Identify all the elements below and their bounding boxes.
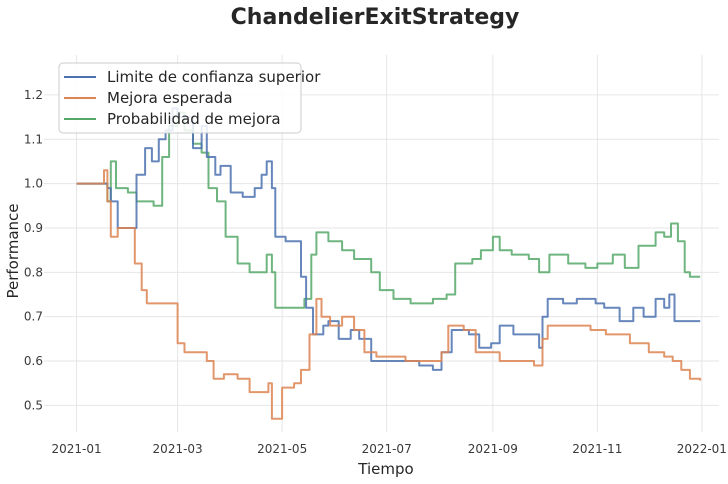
chart-title: ChandelierExitStrategy	[231, 5, 520, 30]
legend: Limite de confianza superior Mejora esper…	[58, 62, 321, 134]
grid	[44, 55, 719, 432]
x-tick-label: 2021-03	[153, 442, 203, 456]
x-tick-label: 2021-11	[572, 442, 622, 456]
x-tick-label: 2021-07	[362, 442, 412, 456]
x-tick-label: 2022-01	[677, 442, 727, 456]
x-tick-label: 2021-01	[51, 442, 101, 456]
x-tick-labels: 2021-01 2021-03 2021-05 2021-07 2021-09 2021-…	[51, 442, 726, 456]
x-tick-label: 2021-05	[257, 442, 307, 456]
series-lines	[76, 107, 702, 420]
y-tick-label: 1.2	[24, 88, 43, 102]
series-line-2	[76, 169, 702, 420]
legend-entry: Probabilidad de mejora	[107, 110, 281, 128]
series-line-3	[76, 111, 701, 309]
y-axis-label: Performance	[4, 203, 22, 298]
legend-box	[58, 62, 302, 134]
legend-entry: Mejora esperada	[107, 89, 233, 107]
y-tick-label: 0.6	[24, 354, 43, 368]
y-tick-label: 1.1	[24, 132, 43, 146]
x-tick-label: 2021-09	[468, 442, 518, 456]
y-tick-label: 0.9	[24, 221, 43, 235]
y-tick-label: 0.8	[24, 265, 43, 279]
y-tick-label: 1.0	[24, 177, 43, 191]
y-tick-labels: 0.5 0.6 0.7 0.8 0.9 1.0 1.1 1.2	[24, 88, 43, 412]
y-tick-label: 0.5	[24, 398, 43, 412]
y-tick-label: 0.7	[24, 310, 43, 324]
x-axis-label: Tiempo	[357, 460, 413, 478]
legend-entry: Limite de confianza superior	[107, 68, 321, 86]
